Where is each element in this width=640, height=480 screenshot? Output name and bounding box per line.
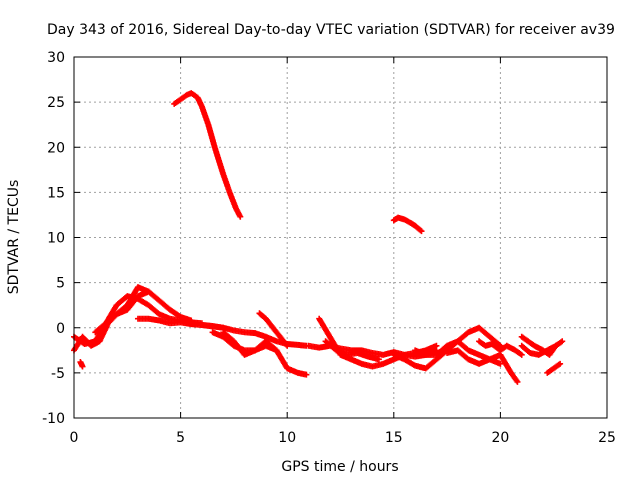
data-point (552, 342, 559, 349)
series-track-20 (518, 342, 559, 358)
data-point (237, 213, 244, 220)
series-track-5 (92, 284, 152, 336)
y-tick-label: 10 (47, 231, 65, 247)
data-point (497, 360, 504, 367)
data-point (303, 371, 310, 378)
data-point (417, 227, 424, 234)
x-tick-label: 20 (491, 430, 509, 446)
y-axis-label: SDTVAR / TECUs (6, 180, 22, 295)
data-point (145, 288, 152, 295)
x-tick-label: 10 (278, 430, 296, 446)
data-point (514, 378, 521, 385)
series-track-21 (544, 360, 564, 376)
x-tick-label: 5 (176, 430, 185, 446)
data-point (273, 347, 280, 354)
y-tick-label: 30 (47, 50, 65, 66)
series-track-11 (256, 310, 291, 349)
series-track-3 (77, 359, 86, 370)
series-track-14 (322, 338, 382, 363)
data-point (559, 338, 566, 345)
series-track-15 (390, 324, 504, 372)
y-tick-label: -10 (42, 411, 65, 427)
x-axis-label: GPS time / hours (281, 459, 398, 475)
data-point (79, 363, 86, 370)
series-track-18 (476, 338, 525, 358)
series-track-8 (198, 322, 310, 349)
chart-title: Day 343 of 2016, Sidereal Day-to-day VTE… (47, 22, 615, 38)
data-point (518, 351, 525, 358)
data-point (284, 342, 291, 349)
x-tick-label: 15 (385, 430, 403, 446)
x-tick-label: 0 (70, 430, 79, 446)
grid-lines (74, 57, 607, 418)
data-point (418, 228, 425, 235)
series-track-17 (444, 347, 521, 385)
series-track-7 (390, 214, 425, 235)
series-track-10 (209, 329, 280, 354)
plot-area (71, 90, 566, 385)
series-track-6 (171, 90, 244, 220)
y-tick-label: 20 (47, 140, 65, 156)
data-point (375, 356, 382, 363)
y-tick-label: 25 (47, 95, 65, 111)
y-tick-label: 5 (56, 276, 65, 292)
axis-ticks: 0 5 10 15 20 25 -10 -5 0 5 10 15 20 25 30 (42, 50, 616, 446)
data-point (557, 360, 564, 367)
x-tick-label: 25 (598, 430, 616, 446)
y-tick-label: 15 (47, 185, 65, 201)
y-tick-label: -5 (51, 366, 65, 382)
y-tick-label: 0 (56, 321, 65, 337)
